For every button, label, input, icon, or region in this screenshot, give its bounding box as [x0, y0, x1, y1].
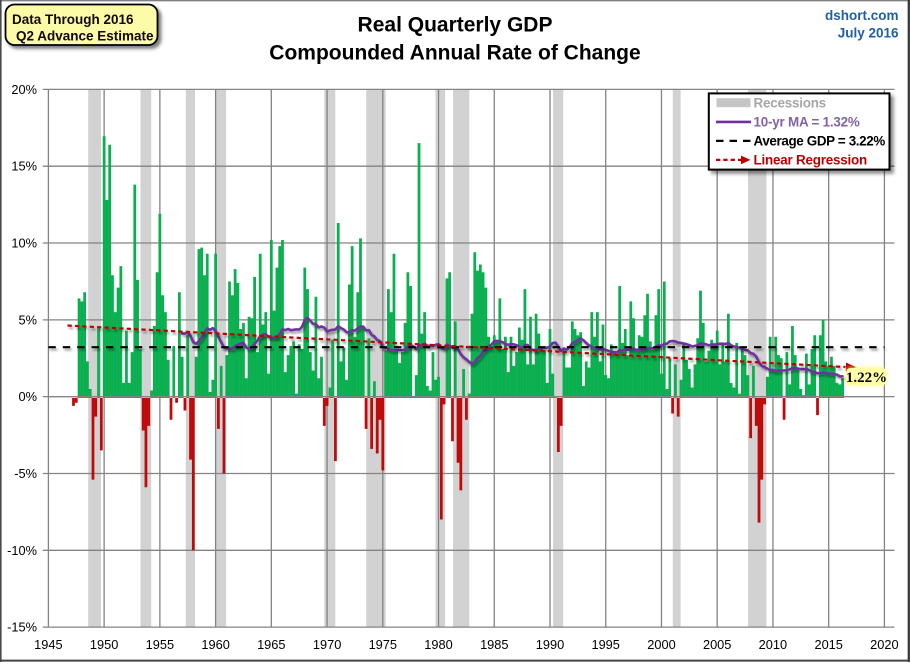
svg-text:1945: 1945 — [34, 637, 62, 652]
svg-text:0%: 0% — [19, 389, 38, 404]
svg-text:Linear Regression: Linear Regression — [754, 152, 867, 167]
svg-text:2020: 2020 — [870, 637, 898, 652]
svg-text:1970: 1970 — [313, 637, 341, 652]
svg-text:5%: 5% — [19, 312, 38, 327]
svg-text:2005: 2005 — [703, 637, 731, 652]
svg-text:20%: 20% — [11, 82, 37, 97]
svg-text:1950: 1950 — [90, 637, 118, 652]
svg-text:1955: 1955 — [146, 637, 174, 652]
svg-text:Recessions: Recessions — [754, 95, 826, 110]
svg-text:1995: 1995 — [591, 637, 619, 652]
svg-text:2010: 2010 — [759, 637, 787, 652]
svg-text:1980: 1980 — [424, 637, 452, 652]
svg-text:2000: 2000 — [647, 637, 675, 652]
svg-text:-5%: -5% — [14, 466, 37, 481]
svg-text:10-yr MA = 1.32%: 10-yr MA = 1.32% — [754, 114, 860, 129]
svg-text:-10%: -10% — [7, 543, 37, 558]
svg-text:1965: 1965 — [257, 637, 285, 652]
svg-text:1985: 1985 — [480, 637, 508, 652]
svg-text:-15%: -15% — [7, 620, 37, 635]
svg-text:Data Through 2016: Data Through 2016 — [12, 12, 134, 27]
svg-text:Q2 Advance Estimate: Q2 Advance Estimate — [16, 29, 154, 44]
svg-text:1960: 1960 — [201, 637, 229, 652]
svg-text:July 2016: July 2016 — [838, 26, 899, 41]
svg-text:1990: 1990 — [536, 637, 564, 652]
svg-text:15%: 15% — [11, 159, 37, 174]
svg-text:Compounded Annual Rate of Chan: Compounded Annual Rate of Change — [269, 42, 640, 65]
svg-text:1.22%: 1.22% — [846, 370, 887, 386]
svg-text:1975: 1975 — [369, 637, 397, 652]
svg-text:Real Quarterly GDP: Real Quarterly GDP — [358, 14, 553, 37]
svg-text:2015: 2015 — [814, 637, 842, 652]
svg-text:Average GDP = 3.22%: Average GDP = 3.22% — [754, 133, 886, 148]
svg-text:10%: 10% — [11, 236, 37, 251]
svg-text:dshort.com: dshort.com — [825, 8, 899, 23]
